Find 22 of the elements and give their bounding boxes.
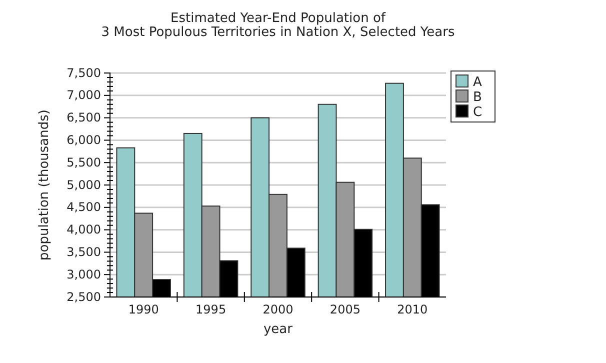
y-tick-label: 4,000: [66, 222, 101, 237]
legend-label: C: [473, 105, 482, 120]
y-tick-label: 6,000: [66, 133, 101, 148]
x-tick-label: 2010: [397, 302, 428, 317]
x-tick-label: 1990: [128, 302, 159, 317]
y-tick-label: 3,000: [66, 267, 101, 282]
y-tick-label: 7,000: [66, 88, 101, 102]
x-tick-label: 1995: [196, 302, 226, 317]
y-tick-label: 5,000: [66, 178, 101, 192]
y-tick-label: 7,500: [66, 66, 101, 80]
x-tick-label: 2000: [262, 302, 294, 317]
chart-title: Estimated Year-End Population of 3 Most Populous Territories in Nation X, Selected Years: [101, 11, 455, 40]
legend-label: B: [473, 90, 482, 105]
y-tick-label: 4,500: [66, 200, 101, 214]
y-tick-label: 2,500: [66, 290, 101, 304]
x-axis-title: year: [263, 322, 294, 337]
legend-label: A: [473, 75, 482, 90]
y-tick-label: 5,500: [66, 155, 101, 170]
x-tick-label: 2005: [330, 302, 360, 317]
y-axis-title: population (thousands): [37, 110, 52, 260]
y-tick-label: 3,500: [66, 245, 101, 260]
y-tick-label: 6,500: [66, 110, 101, 125]
